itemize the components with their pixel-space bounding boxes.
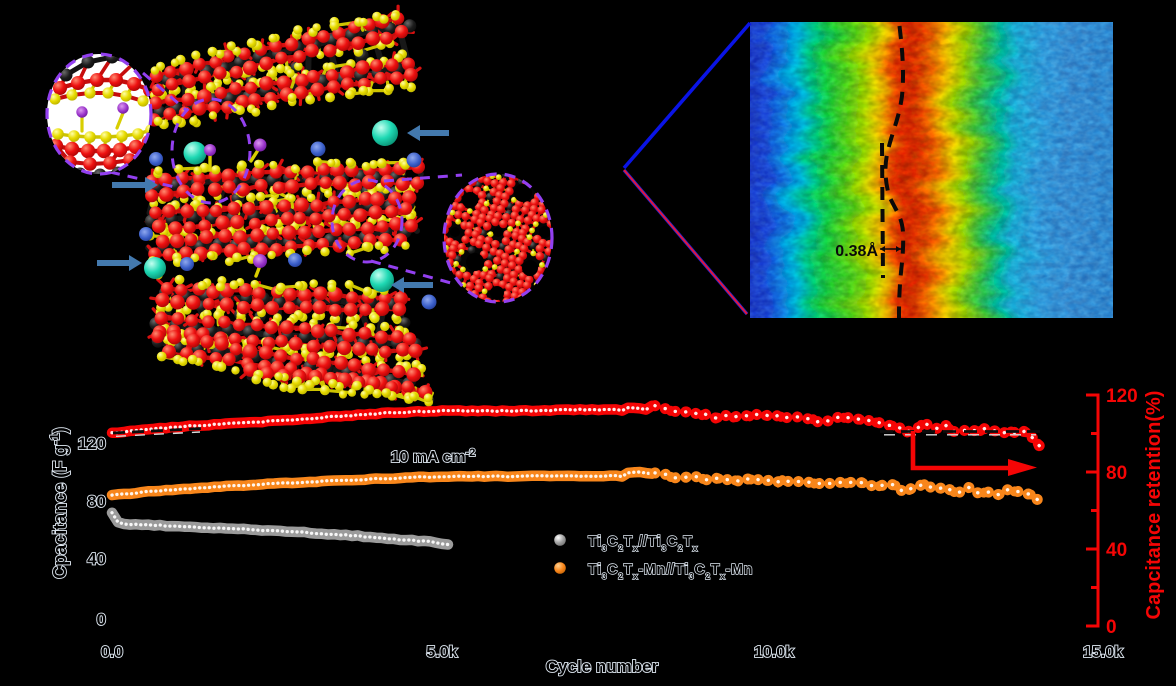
svg-text:10.0k: 10.0k <box>754 644 794 661</box>
svg-text:80: 80 <box>87 492 106 511</box>
svg-text:10 mA cm-2: 10 mA cm-2 <box>391 447 476 466</box>
svg-text:Cycle number: Cycle number <box>546 657 659 676</box>
svg-text:120: 120 <box>1106 386 1138 407</box>
svg-text:40: 40 <box>1106 540 1127 561</box>
svg-text:40: 40 <box>87 550 106 569</box>
svg-text:0.38Å: 0.38Å <box>835 241 878 260</box>
svg-text:Cpacitance (F g-1): Cpacitance (F g-1) <box>47 427 71 579</box>
svg-text:120: 120 <box>78 434 106 453</box>
svg-text:Ti3C2Tx//Ti3C2Tx: Ti3C2Tx//Ti3C2Tx <box>588 534 698 553</box>
svg-text:80: 80 <box>1106 463 1127 484</box>
svg-text:0: 0 <box>97 610 106 629</box>
svg-text:Capcitance retention(%): Capcitance retention(%) <box>1143 391 1165 620</box>
svg-text:0: 0 <box>1106 617 1117 638</box>
svg-text:Ti3C2Tx-Mn//Ti3C2Tx-Mn: Ti3C2Tx-Mn//Ti3C2Tx-Mn <box>588 562 753 581</box>
svg-text:5.0k: 5.0k <box>426 644 457 661</box>
svg-text:0.0: 0.0 <box>101 644 123 661</box>
svg-text:15.0k: 15.0k <box>1083 644 1123 661</box>
